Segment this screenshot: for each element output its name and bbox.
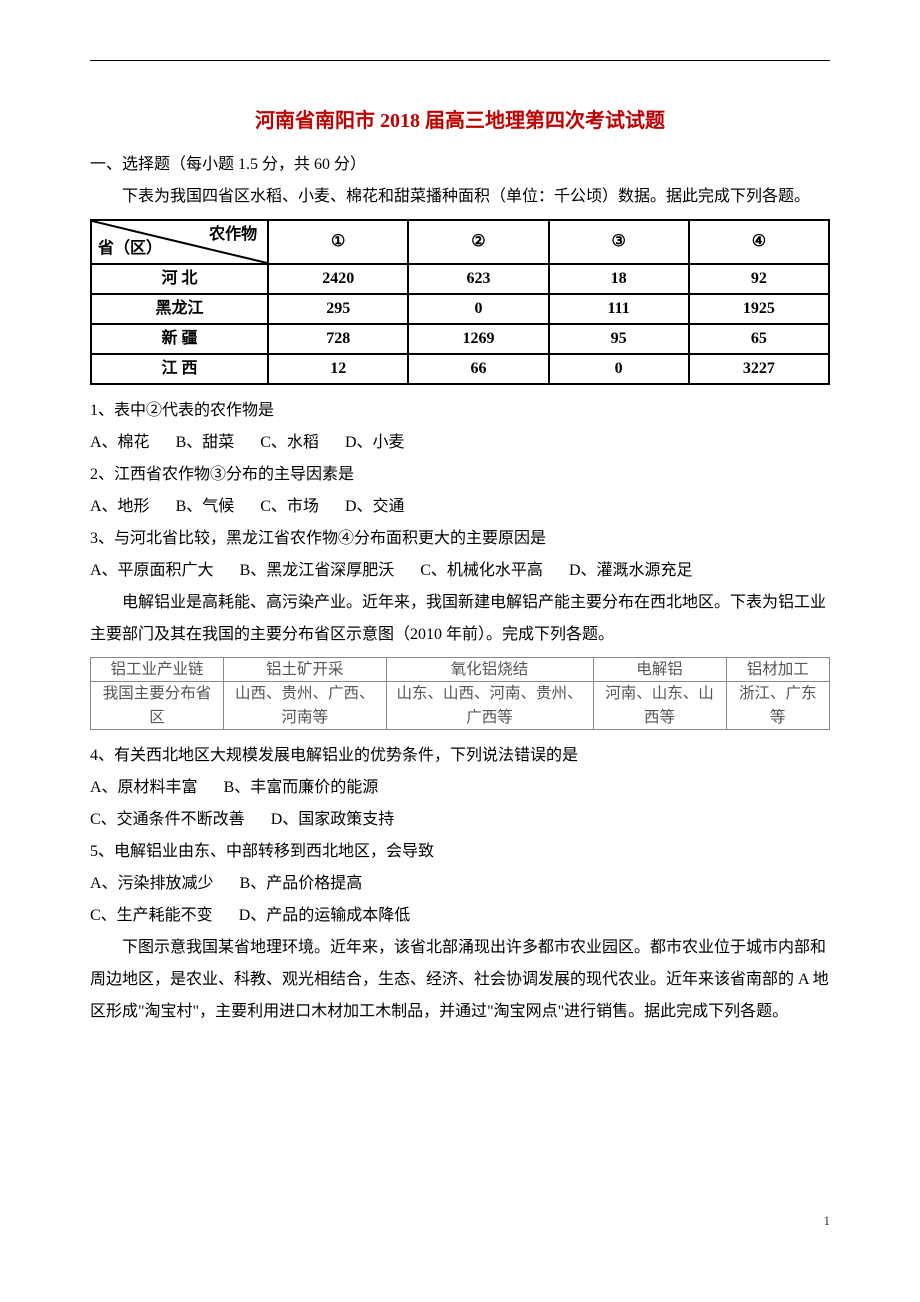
cell: 我国主要分布省区 bbox=[91, 682, 224, 730]
option: A、平原面积广大 bbox=[90, 562, 214, 579]
col-header: ④ bbox=[689, 220, 829, 264]
cell: 95 bbox=[549, 324, 689, 354]
option: A、原材料丰富 bbox=[90, 779, 198, 796]
option: A、棉花 bbox=[90, 434, 150, 451]
table-row: 江 西 12 66 0 3227 bbox=[91, 354, 829, 384]
cell: 18 bbox=[549, 264, 689, 294]
option: D、交通 bbox=[345, 498, 405, 515]
option: D、产品的运输成本降低 bbox=[239, 907, 411, 924]
option: B、甜菜 bbox=[176, 434, 235, 451]
cell: 623 bbox=[408, 264, 548, 294]
question-5-options-row2: C、生产耗能不变 D、产品的运输成本降低 bbox=[90, 900, 830, 932]
question-2-text: 2、江西省农作物③分布的主导因素是 bbox=[90, 459, 830, 491]
cell: 66 bbox=[408, 354, 548, 384]
cell: 1269 bbox=[408, 324, 548, 354]
cell: 铝工业产业链 bbox=[91, 658, 224, 682]
cell: 0 bbox=[549, 354, 689, 384]
cell: 2420 bbox=[268, 264, 408, 294]
top-horizontal-rule bbox=[90, 60, 830, 61]
document-title: 河南省南阳市 2018 届高三地理第四次考试试题 bbox=[90, 101, 830, 141]
table-crop-area: 农作物 省（区） ① ② ③ ④ 河 北 2420 623 18 92 黑龙江 … bbox=[90, 219, 830, 385]
table-row: 我国主要分布省区 山西、贵州、广西、河南等 山东、山西、河南、贵州、广西等 河南… bbox=[91, 682, 830, 730]
row-label: 江 西 bbox=[91, 354, 268, 384]
option: B、产品价格提高 bbox=[240, 875, 363, 892]
option: B、气候 bbox=[176, 498, 235, 515]
intro-paragraph-2: 电解铝业是高耗能、高污染产业。近年来，我国新建电解铝产能主要分布在西北地区。下表… bbox=[90, 587, 830, 651]
row-label: 河 北 bbox=[91, 264, 268, 294]
cell: 1925 bbox=[689, 294, 829, 324]
cell: 河南、山东、山西等 bbox=[593, 682, 726, 730]
option: A、地形 bbox=[90, 498, 150, 515]
cell: 92 bbox=[689, 264, 829, 294]
question-3-options: A、平原面积广大 B、黑龙江省深厚肥沃 C、机械化水平高 D、灌溉水源充足 bbox=[90, 555, 830, 587]
question-4-options-row1: A、原材料丰富 B、丰富而廉价的能源 bbox=[90, 772, 830, 804]
option: D、国家政策支持 bbox=[271, 811, 395, 828]
page-number: 1 bbox=[90, 1208, 830, 1234]
cell: 12 bbox=[268, 354, 408, 384]
cell: 浙江、广东等 bbox=[726, 682, 829, 730]
cell: 山东、山西、河南、贵州、广西等 bbox=[386, 682, 593, 730]
title-text: 河南省南阳市 2018 届高三地理第四次考试试题 bbox=[255, 110, 665, 132]
option: C、交通条件不断改善 bbox=[90, 811, 245, 828]
question-5-text: 5、电解铝业由东、中部转移到西北地区，会导致 bbox=[90, 836, 830, 868]
table-row: 农作物 省（区） ① ② ③ ④ bbox=[91, 220, 829, 264]
cell: 728 bbox=[268, 324, 408, 354]
option: B、黑龙江省深厚肥沃 bbox=[240, 562, 395, 579]
option: C、机械化水平高 bbox=[420, 562, 543, 579]
row-label: 黑龙江 bbox=[91, 294, 268, 324]
option: D、小麦 bbox=[345, 434, 405, 451]
diagonal-header-cell: 农作物 省（区） bbox=[91, 220, 268, 264]
question-1-options: A、棉花 B、甜菜 C、水稻 D、小麦 bbox=[90, 427, 830, 459]
question-3-text: 3、与河北省比较，黑龙江省农作物④分布面积更大的主要原因是 bbox=[90, 523, 830, 555]
table-row: 河 北 2420 623 18 92 bbox=[91, 264, 829, 294]
col-header: ① bbox=[268, 220, 408, 264]
diag-bottom-label: 省（区） bbox=[98, 237, 162, 261]
cell: 295 bbox=[268, 294, 408, 324]
intro-paragraph-3: 下图示意我国某省地理环境。近年来，该省北部涌现出许多都市农业园区。都市农业位于城… bbox=[90, 932, 830, 1028]
cell: 3227 bbox=[689, 354, 829, 384]
table-row: 铝工业产业链 铝土矿开采 氧化铝烧结 电解铝 铝材加工 bbox=[91, 658, 830, 682]
cell: 铝土矿开采 bbox=[224, 658, 387, 682]
diag-top-label: 农作物 bbox=[209, 223, 257, 247]
section-1-heading: 一、选择题（每小题 1.5 分，共 60 分） bbox=[90, 149, 830, 181]
question-4-options-row2: C、交通条件不断改善 D、国家政策支持 bbox=[90, 804, 830, 836]
cell: 山西、贵州、广西、河南等 bbox=[224, 682, 387, 730]
option: A、污染排放减少 bbox=[90, 875, 214, 892]
col-header: ③ bbox=[549, 220, 689, 264]
col-header: ② bbox=[408, 220, 548, 264]
cell: 111 bbox=[549, 294, 689, 324]
question-5-options-row1: A、污染排放减少 B、产品价格提高 bbox=[90, 868, 830, 900]
cell: 铝材加工 bbox=[726, 658, 829, 682]
question-1-text: 1、表中②代表的农作物是 bbox=[90, 395, 830, 427]
question-4-text: 4、有关西北地区大规模发展电解铝业的优势条件，下列说法错误的是 bbox=[90, 740, 830, 772]
cell: 0 bbox=[408, 294, 548, 324]
cell: 氧化铝烧结 bbox=[386, 658, 593, 682]
table-row: 新 疆 728 1269 95 65 bbox=[91, 324, 829, 354]
option: C、生产耗能不变 bbox=[90, 907, 213, 924]
row-label: 新 疆 bbox=[91, 324, 268, 354]
option: C、水稻 bbox=[260, 434, 319, 451]
option: D、灌溉水源充足 bbox=[569, 562, 693, 579]
intro-paragraph-1: 下表为我国四省区水稻、小麦、棉花和甜菜播种面积（单位：千公顷）数据。据此完成下列… bbox=[90, 181, 830, 213]
table-aluminum-industry: 铝工业产业链 铝土矿开采 氧化铝烧结 电解铝 铝材加工 我国主要分布省区 山西、… bbox=[90, 657, 830, 730]
cell: 65 bbox=[689, 324, 829, 354]
cell: 电解铝 bbox=[593, 658, 726, 682]
table-row: 黑龙江 295 0 111 1925 bbox=[91, 294, 829, 324]
question-2-options: A、地形 B、气候 C、市场 D、交通 bbox=[90, 491, 830, 523]
option: C、市场 bbox=[260, 498, 319, 515]
option: B、丰富而廉价的能源 bbox=[224, 779, 379, 796]
